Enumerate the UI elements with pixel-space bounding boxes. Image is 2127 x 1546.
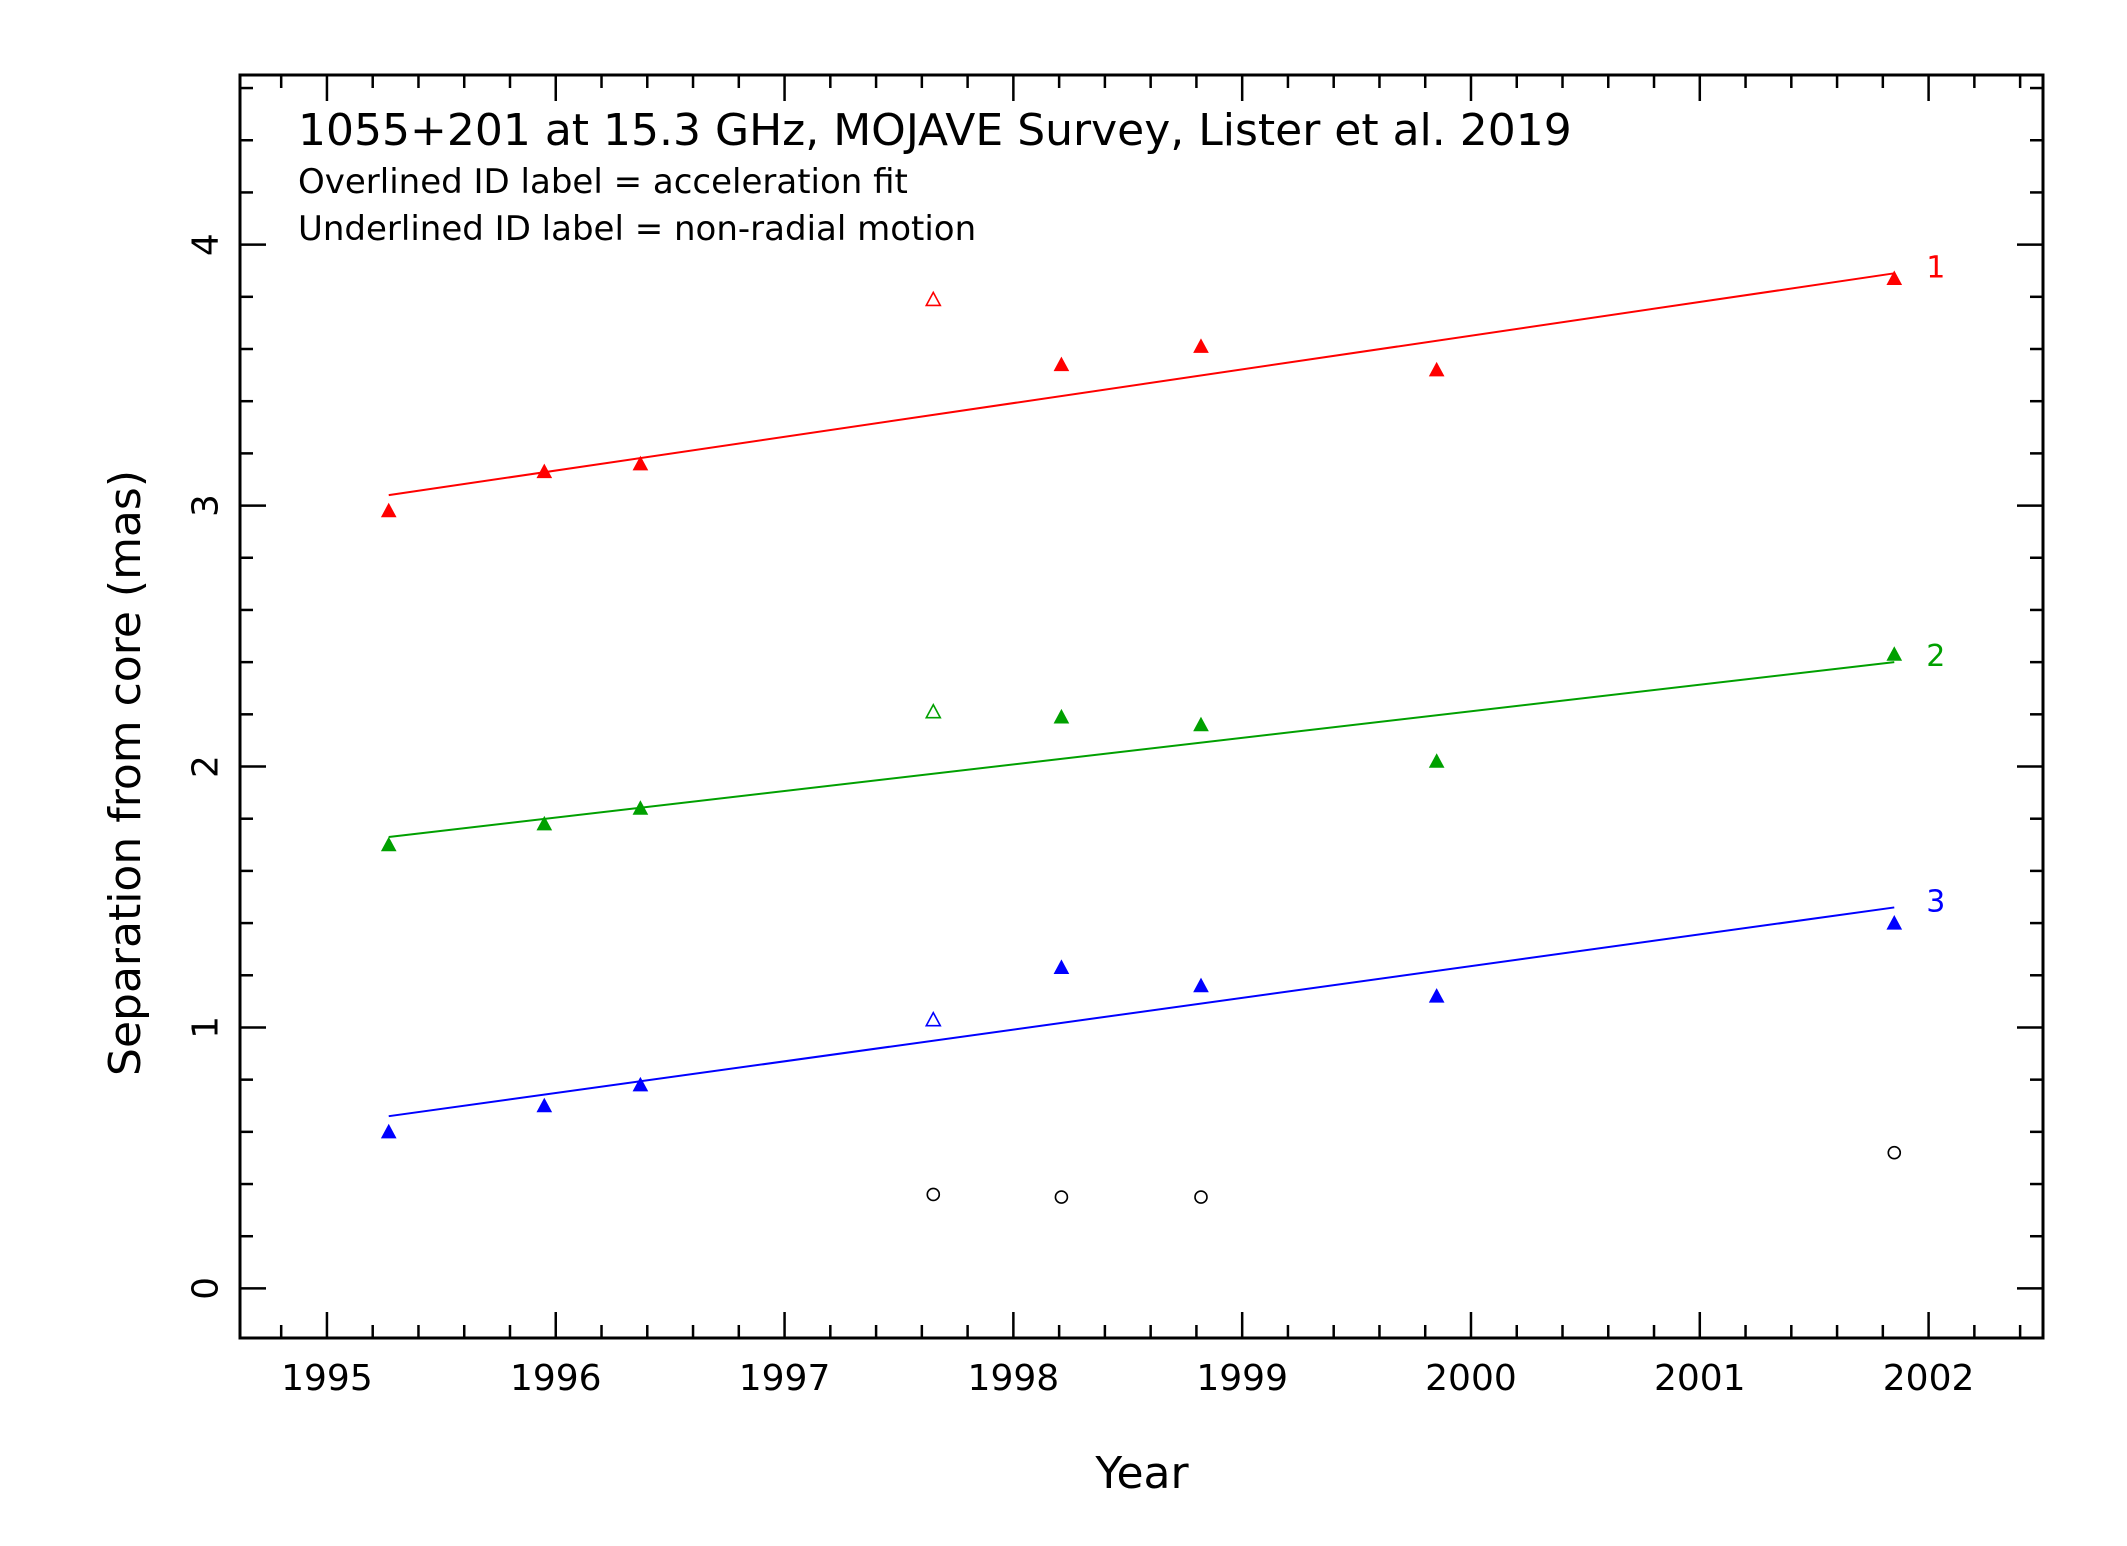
y-tick-label: 3 — [186, 494, 227, 517]
data-point — [924, 1010, 942, 1027]
data-point — [1193, 716, 1209, 732]
x-tick-label: 2000 — [1425, 1358, 1517, 1399]
data-point — [1053, 959, 1070, 974]
data-point — [1428, 988, 1445, 1003]
tick-labels: 1995 1996 1997 1998 1999 2000 2001 2002 0 1 2 3 4 — [186, 233, 1975, 1399]
data-point — [1053, 356, 1070, 372]
x-tick-label: 1996 — [510, 1358, 602, 1399]
data-point — [924, 290, 942, 307]
series-label-3: 3 — [1926, 884, 1945, 919]
y-tick-label: 4 — [186, 233, 227, 256]
data-point — [380, 502, 397, 518]
data-point — [380, 1123, 397, 1139]
x-tick-label: 1995 — [281, 1358, 373, 1399]
data-point — [1428, 753, 1445, 768]
fit-line-3 — [388, 906, 1895, 1118]
data-point — [632, 800, 649, 815]
y-tick-label: 0 — [186, 1277, 227, 1300]
data-point — [632, 1076, 649, 1092]
x-tick-label: 2002 — [1883, 1358, 1975, 1399]
data-point — [380, 836, 397, 852]
fit-lines — [388, 272, 1895, 1118]
x-axis-label: Year — [1094, 1448, 1189, 1499]
x-tick-label: 1997 — [739, 1358, 831, 1399]
note-overlined: Overlined ID label = acceleration fit — [298, 162, 908, 202]
series-label-1: 1 — [1926, 250, 1945, 285]
series-labels: 1 2 3 — [1926, 250, 1945, 919]
x-tick-label: 1998 — [968, 1358, 1060, 1399]
data-point — [1886, 915, 1903, 930]
data-point — [1194, 1190, 1208, 1204]
fit-line-1 — [388, 272, 1895, 497]
data-points — [380, 270, 1903, 1204]
data-point — [1886, 646, 1903, 661]
data-point — [1428, 361, 1445, 377]
data-point — [1193, 338, 1209, 353]
axis-ticks — [240, 75, 2043, 1338]
data-point — [1887, 1145, 1902, 1160]
data-point — [536, 815, 553, 831]
fit-line-2 — [388, 661, 1895, 838]
data-point — [1886, 270, 1903, 286]
chart-title: 1055+201 at 15.3 GHz, MOJAVE Survey, Lis… — [298, 105, 1572, 156]
data-point — [926, 1187, 941, 1202]
data-point — [1193, 977, 1209, 993]
x-tick-label: 1999 — [1196, 1358, 1288, 1399]
series-label-2: 2 — [1926, 639, 1945, 674]
data-point — [536, 463, 553, 479]
data-point — [924, 703, 942, 719]
data-point — [632, 455, 649, 471]
x-tick-label: 2001 — [1654, 1358, 1746, 1399]
y-axis-label: Separation from core (mas) — [100, 470, 151, 1076]
y-tick-label: 2 — [186, 755, 227, 778]
y-tick-label: 1 — [186, 1016, 227, 1039]
data-point — [1054, 1190, 1069, 1204]
data-point — [536, 1097, 553, 1113]
note-underlined: Underlined ID label = non-radial motion — [298, 209, 976, 249]
data-point — [1053, 708, 1070, 724]
plot-frame — [238, 73, 2045, 1340]
